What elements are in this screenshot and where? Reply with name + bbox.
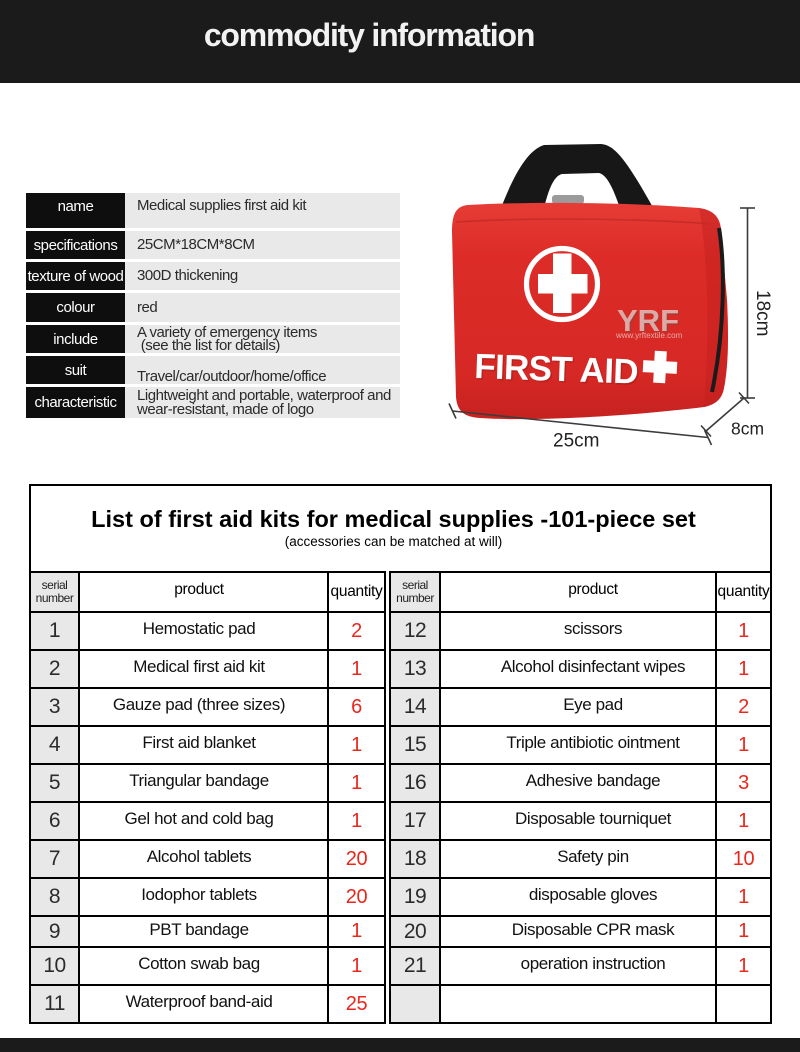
svg-text:18cm: 18cm [752,290,773,336]
svg-text:www.yrftextile.com: www.yrftextile.com [615,331,683,340]
svg-text:FIRST AID: FIRST AID [474,347,639,392]
svg-text:YRF: YRF [617,303,679,338]
svg-text:25cm: 25cm [553,431,599,452]
svg-text:8cm: 8cm [731,419,764,439]
svg-text:YRF: YRF [619,305,681,340]
svg-text:FIRST AID: FIRST AID [475,349,640,394]
